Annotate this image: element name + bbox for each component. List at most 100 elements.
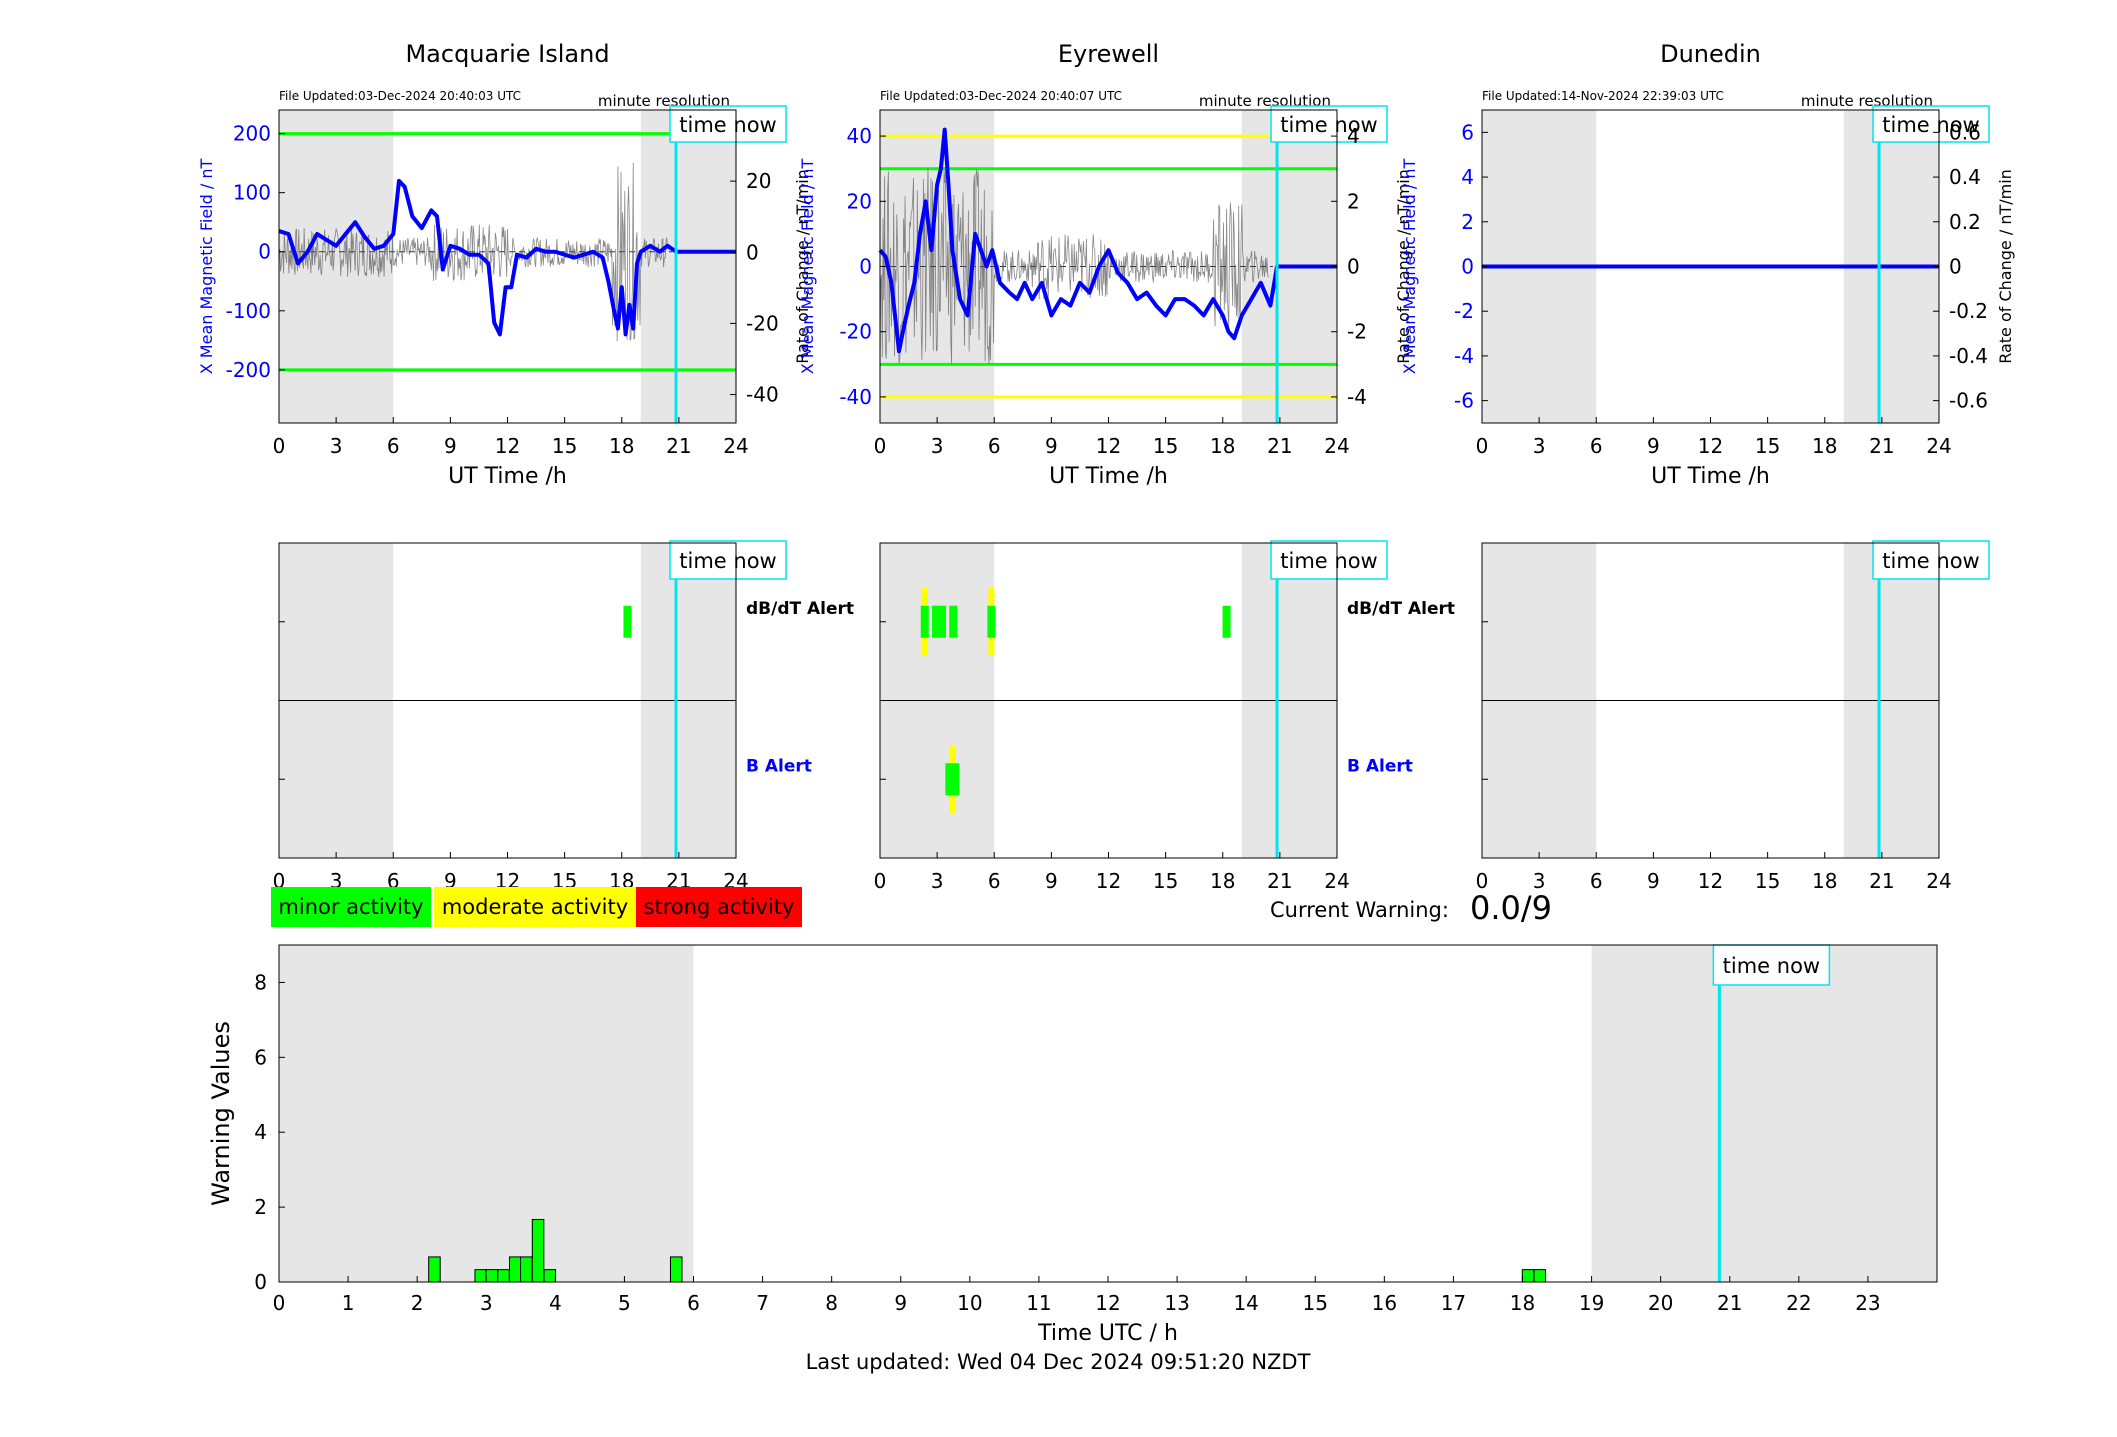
left-tick-label: -6: [1454, 389, 1474, 413]
x-tick-label: 3: [330, 434, 343, 458]
field-panel-eyrewell: Eyrewell File Updated:03-Dec-2024 20:40:0…: [798, 40, 1413, 489]
warning-bar: [520, 1256, 533, 1283]
left-tick-label: 0: [258, 240, 271, 264]
x-tick-label: 24: [1926, 434, 1951, 458]
x-tick-label: 5: [618, 1291, 631, 1315]
file-updated: File Updated:14-Nov-2024 22:39:03 UTC: [1482, 89, 1724, 103]
x-tick-label: 15: [1755, 869, 1780, 893]
warning-bar: [1533, 1269, 1547, 1283]
y-axis-label: X Mean Magnetic Field / nT: [197, 159, 216, 375]
last-updated: Last updated: Wed 04 Dec 2024 09:51:20 N…: [806, 1350, 1311, 1374]
x-tick-label: 6: [1590, 869, 1603, 893]
x-tick-label: 9: [1045, 434, 1058, 458]
x-tick-label: 20: [1648, 1291, 1673, 1315]
right-tick-label: 20: [746, 169, 771, 193]
left-tick-label: -4: [1454, 344, 1474, 368]
left-tick-label: 20: [847, 189, 872, 213]
warning-bar: [428, 1256, 441, 1283]
y-axis-right-label: Rate of Change / nT/min: [1394, 169, 1413, 364]
x-tick-label: 24: [1324, 869, 1349, 893]
night-shade: [279, 110, 394, 423]
time-now-box: [669, 105, 787, 143]
left-tick-label: 40: [847, 124, 872, 148]
time-now-label: time now: [1280, 549, 1377, 573]
field-panel-dunedin: Dunedin File Updated:14-Nov-2024 22:39:03…: [1400, 40, 2015, 489]
b-alert-label: B Alert: [746, 756, 812, 776]
right-tick-label: 0.4: [1949, 165, 1981, 189]
left-tick-label: 2: [1461, 210, 1474, 234]
x-tick-label: 11: [1026, 1291, 1051, 1315]
y-tick-label: 4: [254, 1120, 267, 1144]
x-axis-label: UT Time /h: [1651, 464, 1770, 489]
x-tick-label: 0: [874, 869, 887, 893]
right-tick-label: 2: [1347, 189, 1360, 213]
x-tick-label: 21: [1869, 434, 1894, 458]
x-tick-label: 12: [1698, 869, 1723, 893]
x-tick-label: 10: [957, 1291, 982, 1315]
alert-mark: [949, 605, 958, 638]
x-tick-label: 3: [480, 1291, 493, 1315]
y-tick-label: 2: [254, 1195, 267, 1219]
x-tick-label: 22: [1786, 1291, 1811, 1315]
y-tick-label: 0: [254, 1270, 267, 1294]
legend-strong-swatch: [636, 887, 802, 927]
left-tick-label: -2: [1454, 299, 1474, 323]
x-tick-label: 15: [552, 434, 577, 458]
x-tick-label: 9: [444, 434, 457, 458]
x-tick-label: 4: [549, 1291, 562, 1315]
x-tick-label: 2: [411, 1291, 424, 1315]
x-tick-label: 24: [1324, 434, 1349, 458]
legend-minor-swatch: [271, 887, 431, 927]
right-tick-label: -2: [1347, 320, 1367, 344]
x-tick-label: 12: [495, 434, 520, 458]
y-tick-label: 6: [254, 1045, 267, 1069]
warning-bar: [485, 1269, 499, 1283]
x-tick-label: 6: [687, 1291, 700, 1315]
alert-mark: [945, 763, 960, 796]
warning-bar: [531, 1218, 545, 1283]
x-tick-label: 3: [1533, 869, 1546, 893]
x-tick-label: 21: [1267, 434, 1292, 458]
right-tick-label: -20: [746, 311, 779, 335]
x-tick-label: 0: [273, 434, 286, 458]
right-tick-label: -4: [1347, 385, 1367, 409]
right-tick-label: 0: [1949, 255, 1962, 279]
night-shade: [640, 110, 736, 423]
x-tick-label: 6: [1590, 434, 1603, 458]
dbdt-alert-label: dB/dT Alert: [1347, 599, 1455, 619]
night-shade: [279, 945, 694, 1282]
x-tick-label: 12: [1096, 434, 1121, 458]
file-updated: File Updated:03-Dec-2024 20:40:07 UTC: [880, 89, 1122, 103]
x-tick-label: 21: [666, 434, 691, 458]
x-tick-label: 18: [1812, 869, 1837, 893]
field-series-line: [278, 178, 736, 337]
x-tick-label: 9: [1647, 869, 1660, 893]
x-tick-label: 23: [1855, 1291, 1880, 1315]
x-tick-label: 24: [723, 434, 748, 458]
legend-moderate-swatch: [434, 887, 636, 927]
x-axis-label: UT Time /h: [1049, 464, 1168, 489]
file-updated: File Updated:03-Dec-2024 20:40:03 UTC: [279, 89, 521, 103]
right-tick-label: -0.2: [1949, 299, 1988, 323]
legend-minor-label: minor activity: [278, 895, 423, 919]
alert-mark: [920, 605, 929, 638]
x-tick-label: 8: [825, 1291, 838, 1315]
alert-mark: [987, 605, 996, 638]
left-tick-label: 6: [1461, 120, 1474, 144]
x-tick-label: 6: [988, 869, 1001, 893]
x-tick-label: 13: [1164, 1291, 1189, 1315]
warning-bar: [543, 1269, 557, 1283]
x-tick-label: 6: [988, 434, 1001, 458]
dbdt-alert-label: dB/dT Alert: [746, 599, 854, 619]
alert-panel-dunedin: time now 0 3 6 9 12 15 18 21 24: [1476, 540, 1990, 893]
legend-strong-label: strong activity: [644, 895, 795, 919]
x-tick-label: 17: [1441, 1291, 1466, 1315]
y-axis-label: Warning Values: [207, 1021, 235, 1206]
x-tick-label: 15: [1755, 434, 1780, 458]
y-axis-label: X Mean Magnetic Field / nT: [798, 159, 817, 375]
field-series-line: [878, 127, 1337, 354]
station-title: Dunedin: [1660, 40, 1761, 68]
x-tick-label: 0: [273, 1291, 286, 1315]
